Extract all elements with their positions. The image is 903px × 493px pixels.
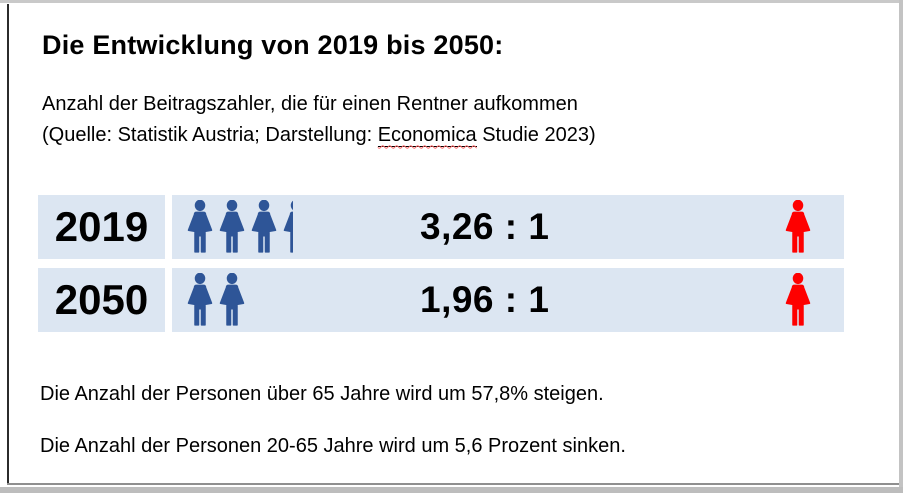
cell-gap bbox=[165, 195, 172, 259]
window-edge-top bbox=[0, 0, 903, 3]
ratio-value-2050: 1,96 : 1 bbox=[420, 279, 550, 320]
pictogram-chart: 2019 3,26 : 1 2050 1,96 : 1 bbox=[38, 195, 844, 341]
footnote-20-65: Die Anzahl der Personen 20-65 Jahre wird… bbox=[40, 435, 626, 457]
source-prefix: (Quelle: Statistik Austria; Darstellung: bbox=[42, 123, 378, 146]
slide-border-bottom bbox=[7, 483, 899, 485]
page-title: Die Entwicklung von 2019 bis 2050: bbox=[42, 30, 504, 60]
ratio-cell-2050: 1,96 : 1 bbox=[172, 268, 844, 332]
window-edge-right bbox=[899, 0, 903, 493]
subtitle-block: Anzahl der Beitragszahler, die für einen… bbox=[42, 89, 596, 150]
contributor-person-icon bbox=[217, 200, 247, 254]
contributors-pictogram-2050 bbox=[185, 273, 247, 327]
year-cell-2050: 2050 bbox=[38, 268, 165, 332]
subtitle-line1: Anzahl der Beitragszahler, die für einen… bbox=[42, 93, 578, 115]
contributor-person-icon bbox=[185, 273, 215, 327]
year-cell-2019: 2019 bbox=[38, 195, 165, 259]
cell-gap bbox=[165, 268, 172, 332]
pensioner-icon-2019 bbox=[783, 199, 813, 254]
subtitle-line2: (Quelle: Statistik Austria; Darstellung:… bbox=[42, 120, 596, 151]
footnote-over-65: Die Anzahl der Personen über 65 Jahre wi… bbox=[40, 383, 604, 405]
contributor-person-icon bbox=[217, 273, 247, 327]
ratio-cell-2019: 3,26 : 1 bbox=[172, 195, 844, 259]
contributor-partial-person-icon bbox=[281, 200, 293, 254]
year-label: 2019 bbox=[54, 203, 149, 250]
contributors-pictogram-2019 bbox=[185, 200, 293, 254]
window-edge-bottom bbox=[0, 487, 903, 493]
slide-border-left bbox=[7, 4, 9, 485]
ratio-value-2019: 3,26 : 1 bbox=[420, 206, 550, 247]
economica-word: Economica bbox=[377, 123, 477, 147]
year-label: 2050 bbox=[54, 276, 149, 323]
contributor-person-icon bbox=[185, 200, 215, 254]
pensioner-icon-2050 bbox=[783, 272, 813, 327]
row-2050: 2050 1,96 : 1 bbox=[38, 268, 844, 332]
source-suffix: Studie 2023) bbox=[476, 123, 596, 146]
contributor-person-icon bbox=[249, 200, 279, 254]
row-2019: 2019 3,26 : 1 bbox=[38, 195, 844, 259]
